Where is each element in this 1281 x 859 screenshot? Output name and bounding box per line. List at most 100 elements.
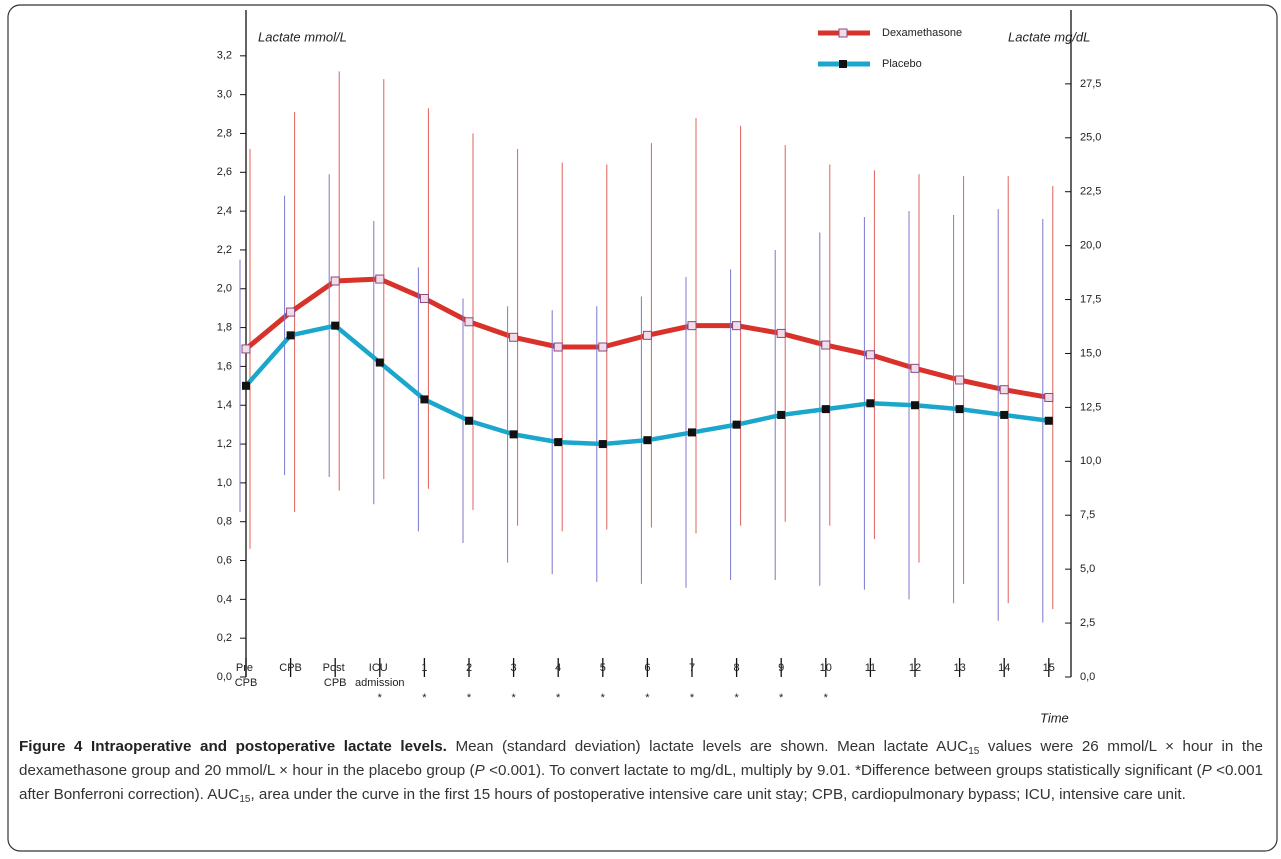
significance-mark: * <box>734 692 739 704</box>
x-tick-label-line: ICU <box>369 662 391 674</box>
x-tick-label-line: 15 <box>1043 662 1055 674</box>
x-tick-label-line: 2 <box>466 662 472 674</box>
y-tick-label: 0,8 <box>217 516 232 528</box>
x-tick-label: 8 <box>734 662 740 674</box>
y-tick-label: 1,8 <box>217 321 232 333</box>
y-tick-label: 2,0 <box>217 283 232 295</box>
marker <box>1044 416 1053 425</box>
x-tick-label-line: Post <box>323 662 348 674</box>
significance-mark: * <box>645 692 650 704</box>
x-tick-label-line: 8 <box>734 662 740 674</box>
x-tick-label-line: CPB <box>235 677 258 689</box>
y-tick-label: 2,6 <box>217 166 232 178</box>
significance-mark: * <box>511 692 516 704</box>
y2-tick-label: 10,0 <box>1080 455 1101 467</box>
significance-mark: * <box>779 692 784 704</box>
caption-part: <0.001). To convert lactate to mg/dL, mu… <box>484 762 1202 779</box>
legend-marker <box>839 60 847 68</box>
marker <box>955 405 964 414</box>
caption-part: Mean (standard deviation) lactate levels… <box>446 738 969 755</box>
x-tick-label: 5 <box>600 662 606 674</box>
y2-tick-label: 0,0 <box>1080 671 1095 683</box>
marker <box>865 350 875 360</box>
frame <box>7 4 1278 852</box>
marker <box>375 274 385 284</box>
marker <box>241 344 251 354</box>
y2-tick-label: 2,5 <box>1080 617 1095 629</box>
y2-tick-label: 7,5 <box>1080 509 1095 521</box>
y2-tick-label: 27,5 <box>1080 78 1101 90</box>
marker <box>509 430 518 439</box>
marker <box>553 342 563 352</box>
y2-tick-label: 12,5 <box>1080 401 1101 413</box>
x-tick-label: 2 <box>466 662 472 674</box>
y-tick-label: 0,6 <box>217 554 232 566</box>
x-tick-label: 4 <box>555 662 561 674</box>
marker <box>554 438 563 447</box>
caption-part: 15 <box>239 794 251 805</box>
x-tick-label: 11 <box>865 662 876 674</box>
marker <box>955 375 965 385</box>
y-tick-label: 2,8 <box>217 127 232 139</box>
y-tick-label: 0,0 <box>217 671 232 683</box>
x-tick-label: 9 <box>778 662 784 674</box>
marker <box>643 436 652 445</box>
y-tick-label: 2,4 <box>217 205 232 217</box>
marker <box>911 401 919 410</box>
marker <box>732 420 741 429</box>
marker <box>688 428 696 437</box>
x-tick-label-line: 1 <box>421 662 427 674</box>
marker <box>866 399 875 408</box>
x-tick-label-line: 4 <box>555 662 561 674</box>
caption-part: P <box>1201 762 1212 779</box>
significance-mark: * <box>378 692 383 704</box>
y-tick-label: 1,6 <box>217 360 232 372</box>
y-axis-label: Lactate mmol/L <box>258 29 347 44</box>
x-tick-label-line: 11 <box>865 662 876 674</box>
x-tick-label: 14 <box>998 662 1010 674</box>
marker <box>642 330 652 340</box>
y-tick-label: 1,0 <box>217 477 232 489</box>
y-tick-label: 3,2 <box>217 50 232 62</box>
significance-mark: * <box>690 692 695 704</box>
marker <box>286 307 296 317</box>
caption-part: values were 26 mmol/L × hour in the dexa… <box>19 738 1264 779</box>
x-tick-label: 10 <box>820 662 832 674</box>
marker <box>598 342 608 352</box>
y-tick-label: 1,4 <box>217 399 232 411</box>
significance-mark: * <box>422 692 427 704</box>
x-tick-label: Pre CPB <box>235 662 258 689</box>
significance-mark: * <box>824 692 829 704</box>
y-tick-label: 3,0 <box>217 89 232 101</box>
x-tick-label: 6 <box>644 662 650 674</box>
marker <box>821 340 831 350</box>
marker <box>598 440 607 449</box>
significance-mark: * <box>556 692 561 704</box>
marker <box>1000 410 1009 419</box>
x-tick-label-line: 6 <box>644 662 650 674</box>
x-tick-label-line: CPB <box>279 662 302 674</box>
x-tick-label-line: Pre <box>236 662 256 674</box>
x-tick-label-line: 14 <box>998 662 1010 674</box>
marker <box>419 293 429 303</box>
marker <box>464 317 474 327</box>
marker <box>777 410 786 419</box>
y-tick-label: 2,2 <box>217 244 232 256</box>
caption-part: Figure 4 Intraoperative and postoperativ… <box>19 738 447 755</box>
x-tick-label: 12 <box>909 662 921 674</box>
y2-tick-label: 5,0 <box>1080 563 1095 575</box>
marker <box>687 321 697 331</box>
legend-marker <box>838 28 848 38</box>
x-tick-label: 1 <box>421 662 427 674</box>
marker <box>465 416 473 425</box>
marker <box>732 321 742 331</box>
caption: Figure 4 Intraoperative and postoperativ… <box>19 735 1263 807</box>
marker <box>509 332 519 342</box>
series-line <box>244 323 1050 447</box>
x-tick-label: 15 <box>1043 662 1055 674</box>
y-tick-label: 0,4 <box>217 593 232 605</box>
y2-tick-label: 25,0 <box>1080 132 1101 144</box>
y2-tick-label: 15,0 <box>1080 347 1101 359</box>
marker <box>776 328 786 338</box>
